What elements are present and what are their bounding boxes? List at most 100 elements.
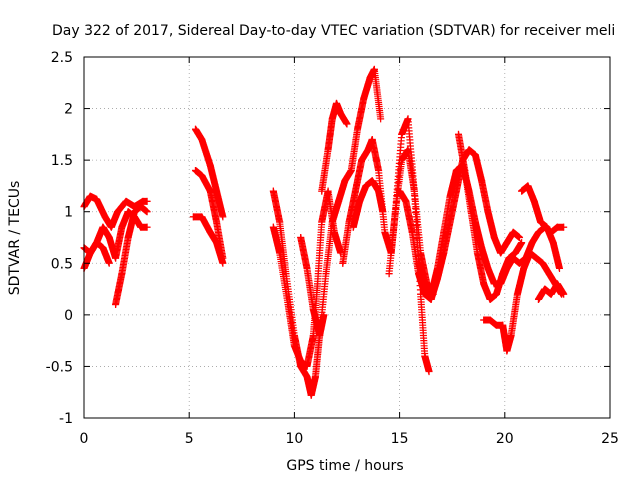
data-point (318, 187, 326, 195)
data-point (526, 249, 534, 257)
data-point (93, 195, 101, 203)
data-point (269, 187, 277, 195)
data-point (192, 125, 200, 133)
x-tick-label: 20 (496, 431, 514, 447)
data-point (124, 234, 132, 241)
data-point (297, 357, 305, 365)
data-point (276, 249, 284, 257)
data-point (497, 249, 505, 257)
y-tick-label: 2 (64, 102, 73, 118)
data-point (206, 187, 214, 195)
series-track-13 (349, 177, 387, 231)
series-track-8 (269, 65, 385, 399)
data-point (480, 280, 488, 288)
data-marks (80, 65, 568, 399)
data-point (547, 290, 555, 298)
data-point (486, 316, 494, 324)
plot-frame (83, 56, 611, 419)
data-point (337, 110, 345, 118)
data-point (349, 223, 357, 231)
data-point (303, 373, 311, 381)
y-axis-label: SDTVAR / TECUs (7, 181, 23, 296)
data-point (486, 295, 494, 303)
series-track-11 (318, 99, 351, 195)
data-point (347, 166, 355, 174)
data-point (518, 187, 526, 195)
data-point (362, 182, 370, 190)
data-point (549, 239, 557, 247)
data-point (343, 120, 351, 128)
y-tick-label: 1 (64, 205, 73, 221)
series-track-9 (269, 187, 345, 370)
series-track-7 (189, 213, 227, 267)
data-point (99, 244, 107, 252)
data-point (351, 187, 359, 195)
data-point (467, 208, 475, 216)
data-point (198, 213, 206, 221)
data-point (192, 166, 200, 174)
data-point (303, 264, 311, 272)
data-point (309, 331, 317, 339)
data-point (516, 234, 524, 241)
data-point (505, 254, 513, 262)
series-points (269, 65, 384, 399)
data-point (137, 223, 145, 231)
series-track-18 (480, 249, 566, 355)
series-track-5 (192, 125, 227, 221)
data-point (421, 290, 429, 298)
data-point (297, 234, 305, 241)
x-tick-label: 25 (601, 431, 619, 447)
data-point (324, 187, 332, 195)
data-point (360, 94, 368, 102)
data-point (358, 156, 366, 164)
data-point (368, 136, 376, 144)
data-point (307, 391, 315, 399)
data-point (402, 197, 410, 205)
y-tick-label: -0.5 (46, 359, 73, 375)
series-track-19 (518, 182, 564, 272)
data-point (198, 172, 206, 180)
data-point (520, 264, 528, 272)
chart-title: Day 322 of 2017, Sidereal Day-to-day VTE… (52, 23, 615, 39)
data-point (404, 115, 412, 123)
y-tick-label: 0.5 (51, 256, 73, 272)
data-point (408, 228, 416, 236)
data-point (276, 218, 284, 226)
data-point (421, 352, 429, 360)
data-point (396, 187, 404, 195)
data-point (543, 223, 551, 231)
x-tick-label: 10 (285, 431, 303, 447)
data-point (370, 65, 378, 73)
x-axis-label: GPS time / hours (286, 458, 403, 474)
data-point (375, 166, 383, 174)
data-point (532, 254, 540, 262)
y-tick-label: 2.5 (51, 50, 73, 66)
data-point (391, 208, 399, 216)
data-point (524, 182, 532, 190)
data-point (545, 270, 553, 278)
tick-labels: 0 5 10 15 20 25 -1 -0.5 0 0.5 1 1.5 2 2.5 (46, 50, 619, 447)
data-point (118, 270, 126, 278)
series-track-4 (112, 203, 151, 309)
data-point (433, 264, 441, 272)
data-point (354, 125, 362, 133)
data-point (516, 259, 524, 267)
data-point (328, 115, 336, 123)
data-point (143, 197, 151, 205)
tick-marks (83, 56, 611, 419)
data-point (101, 213, 109, 221)
data-point (99, 223, 107, 231)
data-point (427, 290, 435, 298)
data-point (269, 223, 277, 231)
data-point (335, 197, 343, 205)
data-point (509, 228, 517, 236)
data-point (356, 197, 364, 205)
data-point (507, 331, 515, 339)
data-point (198, 136, 206, 144)
data-point (560, 223, 568, 231)
series-points (480, 249, 565, 355)
data-point (379, 208, 387, 216)
data-point (314, 280, 322, 288)
data-point (341, 177, 349, 185)
data-point (339, 259, 347, 267)
